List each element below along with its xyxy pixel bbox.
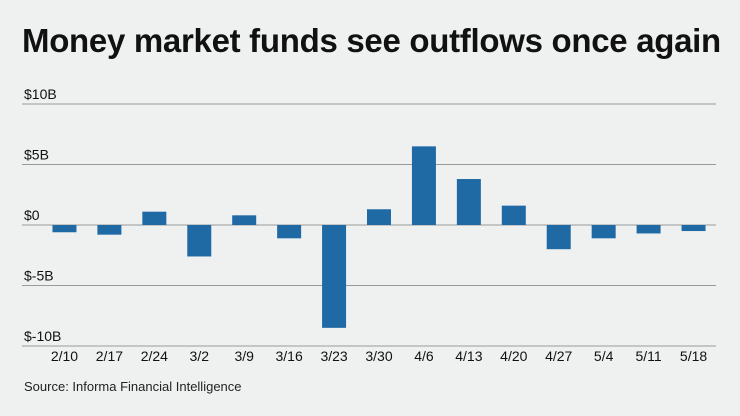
x-tick-label: 5/4 <box>594 348 614 364</box>
bars <box>52 146 706 328</box>
bar-2-17 <box>97 225 122 235</box>
x-axis-tick-labels: 2/10 2/17 2/24 3/2 3/9 3/16 3/23 3/30 4/6 4/13 4/2… <box>51 348 708 364</box>
bar-3-30 <box>367 209 391 225</box>
x-tick-label: 2/17 <box>96 348 123 364</box>
bar-5-18 <box>681 225 706 232</box>
y-tick-label: $-5B <box>24 268 54 284</box>
bar-3-2 <box>187 225 212 257</box>
x-tick-label: 4/20 <box>500 348 527 364</box>
bar-4-20 <box>501 205 526 225</box>
bar-4-6 <box>411 146 436 225</box>
x-tick-label: 5/18 <box>680 348 707 364</box>
bar-4-13 <box>456 179 481 225</box>
x-tick-label: 3/30 <box>365 348 392 364</box>
chart-title: Money market funds see outflows once aga… <box>22 22 721 59</box>
x-tick-label: 4/6 <box>414 348 434 364</box>
y-tick-label: $0 <box>24 207 40 223</box>
x-tick-label: 3/9 <box>234 348 254 364</box>
x-tick-label: 3/23 <box>320 348 347 364</box>
x-tick-label: 3/16 <box>276 348 303 364</box>
bar-3-16 <box>277 225 302 239</box>
x-tick-label: 2/24 <box>141 348 168 364</box>
x-tick-label: 4/27 <box>545 348 572 364</box>
bar-3-9 <box>232 215 257 225</box>
y-tick-label: $-10B <box>24 328 61 344</box>
y-axis-tick-labels: $10B $5B $0 $-5B $-10B <box>24 86 61 344</box>
bar-4-27 <box>546 225 571 250</box>
y-tick-label: $10B <box>24 86 57 102</box>
x-tick-label: 3/2 <box>190 348 210 364</box>
bar-5-4 <box>591 225 616 239</box>
x-tick-label: 5/11 <box>635 348 661 364</box>
y-tick-label: $5B <box>24 147 49 163</box>
bar-2-24 <box>142 211 167 225</box>
source-note: Source: Informa Financial Intelligence <box>24 379 242 394</box>
x-tick-label: 2/10 <box>51 348 78 364</box>
bar-2-10 <box>52 225 77 233</box>
x-tick-label: 4/13 <box>455 348 482 364</box>
bar-3-23 <box>322 225 347 328</box>
bar-5-11 <box>636 225 661 234</box>
